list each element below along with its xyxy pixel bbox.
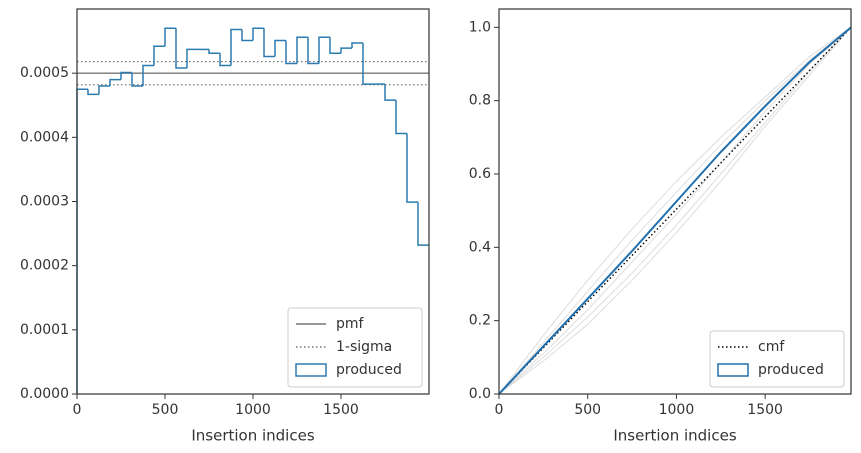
legend-label: 1-sigma [336,339,392,355]
series-line [498,26,852,395]
histogram-step [153,45,165,66]
y-tick-label: 0.2 [469,313,491,329]
x-tick-label: 1500 [323,402,359,418]
axes-frame [498,8,852,395]
y-tick-label: 0.0000 [20,386,69,402]
histogram-step [351,42,363,49]
sample-line [498,26,852,395]
histogram-step [417,202,429,246]
y-tick-label: 0.0 [469,386,491,402]
histogram-step [296,36,308,64]
y-tick-label: 0.0004 [20,129,69,145]
y-tick-label: 0.6 [469,166,491,182]
x-tick-label: 1000 [659,402,695,418]
x-axis-label: Insertion indices [191,427,314,445]
legend-box [709,330,845,388]
histogram-step [120,71,132,80]
histogram-step [175,28,187,69]
x-tick-label: 1500 [747,402,783,418]
y-tick-label: 1.0 [469,19,491,35]
x-tick-label: 500 [152,402,179,418]
histogram-step [219,53,231,67]
histogram-step [230,28,242,66]
histogram-step [307,37,319,65]
x-tick-label: 500 [574,402,601,418]
histogram-step [384,84,396,101]
legend-label: pmf [336,316,365,332]
histogram-step [252,27,264,41]
histogram-step [109,78,121,86]
x-axis-label: Insertion indices [613,427,736,445]
y-tick-label: 0.0001 [20,322,69,338]
histogram-step [241,29,253,42]
x-tick-label: 1000 [235,402,271,418]
axes-frame [76,8,430,395]
histogram-step [406,133,418,203]
legend-label: cmf [758,339,785,355]
legend-handle [295,363,327,377]
y-tick-label: 0.0005 [20,65,69,81]
legend-label: produced [336,362,402,378]
histogram-step [76,88,88,394]
histogram-step [263,28,275,58]
x-tick-label: 0 [495,402,504,418]
histogram-step [131,72,143,87]
histogram-step [395,100,407,135]
histogram-step [274,39,286,57]
histogram-step [362,43,374,85]
series-line [498,26,852,395]
histogram-step [98,85,110,95]
histogram-step [318,36,330,64]
y-tick-label: 0.0003 [20,194,69,210]
x-tick-label: 0 [73,402,82,418]
y-tick-label: 0.4 [469,239,491,255]
y-tick-label: 0.8 [469,93,491,109]
histogram-step [340,47,352,54]
histogram-step [208,49,220,55]
sample-line [498,27,852,395]
histogram-step [186,48,198,69]
histogram-step [329,37,341,55]
legend-box [287,307,423,388]
legend-handle [717,363,749,377]
y-tick-label: 0.0002 [20,258,69,274]
histogram-step [164,27,176,47]
histogram-step [87,89,99,96]
sample-line [498,26,852,395]
histogram-step [285,40,297,65]
sample-line [498,26,852,395]
sample-line [498,26,852,395]
legend-label: produced [758,362,824,378]
histogram-step [142,64,154,86]
